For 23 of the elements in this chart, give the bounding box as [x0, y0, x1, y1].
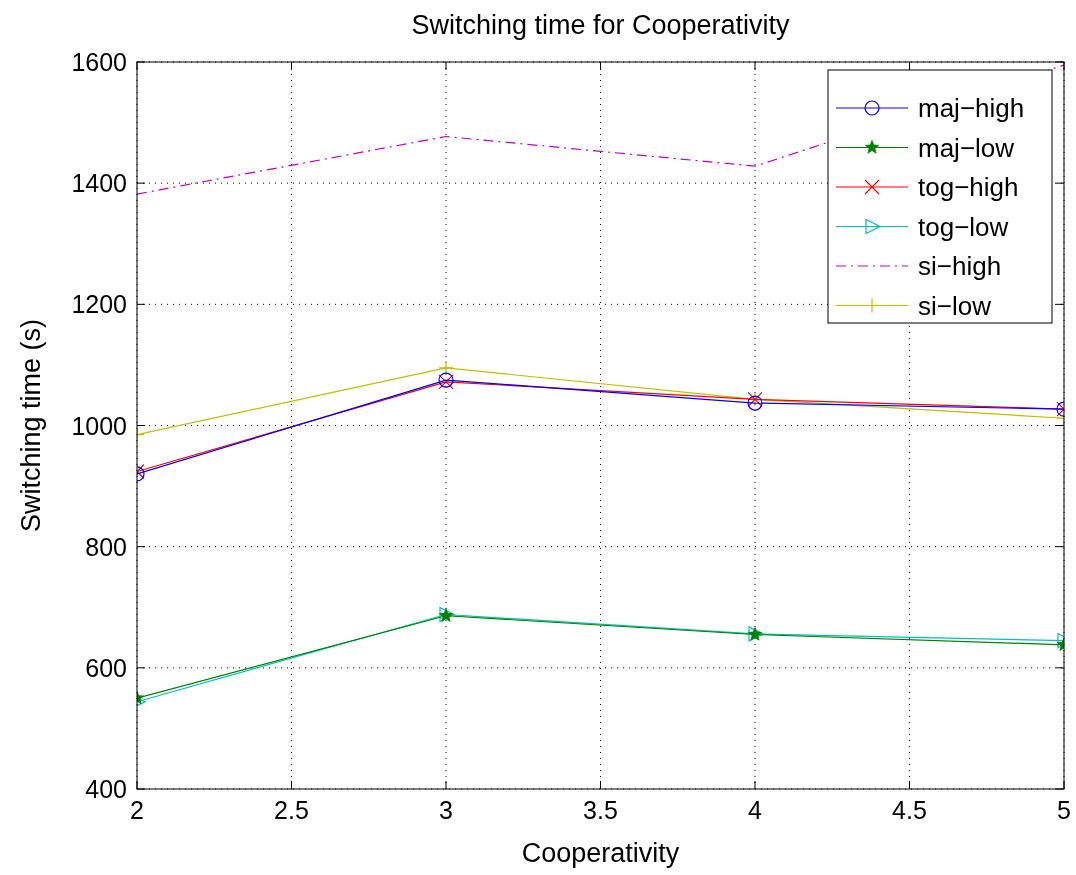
y-tick-label: 400 — [85, 775, 127, 803]
legend-label: maj−low — [918, 132, 1015, 163]
x-tick-label: 2 — [130, 796, 144, 824]
y-tick-label: 1600 — [71, 48, 127, 76]
chart-title: Switching time for Cooperativity — [411, 10, 791, 40]
x-tick-label: 5 — [1057, 796, 1071, 824]
x-axis-title: Cooperativity — [521, 838, 680, 868]
legend-label: maj−high — [918, 93, 1025, 123]
x-tick-label: 4.5 — [892, 796, 927, 824]
legend-label: si−low — [918, 290, 992, 321]
y-tick-label: 600 — [85, 653, 127, 682]
legend-label: si−high — [918, 251, 1002, 281]
y-axis-title: Switching time (s) — [16, 318, 46, 533]
y-tick-label: 800 — [85, 532, 127, 561]
y-tick-label: 1000 — [71, 411, 127, 440]
x-tick-label: 3 — [439, 796, 453, 824]
legend-label: tog−high — [918, 172, 1019, 202]
x-tick-label: 4 — [748, 796, 763, 824]
x-tick-label: 3.5 — [583, 796, 618, 824]
y-tick-label: 1200 — [71, 290, 127, 319]
y-tick-label: 1400 — [71, 169, 127, 198]
legend-label: tog−low — [918, 211, 1009, 242]
x-tick-label: 2.5 — [274, 796, 309, 824]
